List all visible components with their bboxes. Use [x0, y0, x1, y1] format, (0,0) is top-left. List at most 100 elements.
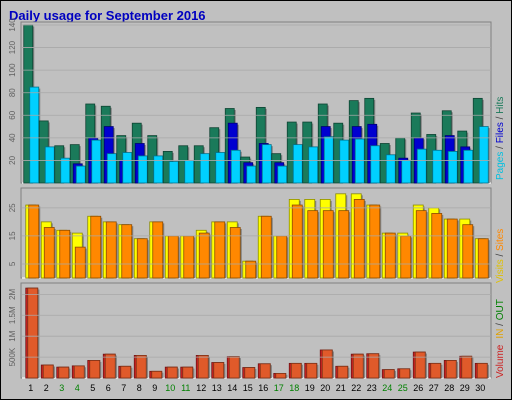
ytick-label: 20: [8, 155, 17, 164]
day-label: 26: [413, 383, 423, 393]
bar-volume: [445, 360, 457, 379]
bar-sites: [167, 235, 179, 279]
day-label: 19: [305, 383, 315, 393]
chart-title: Daily usage for September 2016: [9, 8, 206, 23]
legend-volume: Volume: [495, 344, 506, 378]
bar-sites: [74, 246, 86, 279]
bar-pages: [370, 145, 381, 184]
legend-hits: Hits: [495, 97, 506, 114]
day-label: 5: [90, 383, 95, 393]
ytick-label: 40: [8, 133, 17, 142]
bar-sites: [291, 204, 303, 279]
day-label: 9: [152, 383, 157, 393]
bar-volume: [42, 364, 54, 379]
day-label: 25: [398, 383, 408, 393]
day-label: 17: [274, 383, 284, 393]
bar-volume: [89, 360, 101, 379]
bar-volume: [27, 287, 39, 379]
bar-pages: [432, 149, 443, 184]
day-label: 20: [320, 383, 330, 393]
bar-pages: [447, 150, 458, 184]
legend-top: Pages / Files / Hits: [495, 97, 506, 180]
ytick-label: 1M: [8, 330, 17, 341]
bar-sites: [152, 221, 164, 279]
bar-volume: [73, 365, 85, 379]
bar-sites: [415, 210, 427, 279]
bar-pages: [60, 157, 71, 184]
day-label: 29: [460, 383, 470, 393]
bar-sites: [338, 210, 350, 279]
bar-volume: [414, 351, 426, 379]
bar-pages: [416, 148, 427, 184]
bar-sites: [183, 235, 195, 279]
day-label: 30: [475, 383, 485, 393]
bar-pages: [261, 144, 272, 184]
day-label: 2: [44, 383, 49, 393]
bar-sites: [462, 224, 474, 279]
bar-volume: [58, 366, 70, 379]
bar-pages: [44, 146, 55, 184]
day-label: 12: [196, 383, 206, 393]
bar-volume: [259, 363, 271, 379]
bar-volume: [104, 353, 116, 379]
day-label: 24: [382, 383, 392, 393]
legend-pages: Pages: [495, 152, 506, 180]
bar-volume: [399, 368, 411, 379]
day-label: 14: [227, 383, 237, 393]
bar-volume: [352, 353, 364, 379]
bar-sites: [229, 227, 241, 279]
day-label: 8: [137, 383, 142, 393]
bar-volume: [321, 349, 333, 379]
bar-pages: [323, 136, 334, 184]
bar-volume: [228, 356, 240, 379]
legend-files: Files: [495, 122, 506, 143]
bar-pages: [385, 154, 396, 184]
day-label: 1: [28, 383, 33, 393]
day-label: 27: [429, 383, 439, 393]
day-label: 15: [243, 383, 253, 393]
bar-volume: [120, 365, 132, 379]
bar-pages: [478, 126, 489, 184]
bar-volume: [290, 362, 302, 379]
ytick-label: 1.5M: [8, 306, 17, 324]
day-label: 21: [336, 383, 346, 393]
chart-marks: [23, 24, 490, 379]
bar-volume: [166, 366, 178, 379]
bar-sites: [245, 260, 257, 279]
bar-pages: [168, 161, 179, 184]
bar-volume: [151, 370, 163, 379]
ytick-label: 500K: [8, 347, 17, 366]
bar-sites: [214, 221, 226, 279]
bar-volume: [383, 369, 395, 379]
legend-visits: Visits: [495, 259, 506, 283]
ytick-label: 25: [8, 203, 17, 212]
bar-sites: [105, 221, 117, 279]
bar-pages: [246, 165, 257, 184]
bar-sites: [477, 238, 489, 279]
bar-pages: [29, 86, 40, 184]
bar-pages: [91, 139, 102, 184]
bar-pages: [354, 138, 365, 184]
bar-pages: [463, 149, 474, 184]
bar-sites: [260, 215, 272, 279]
bar-sites: [446, 218, 458, 279]
bar-volume: [213, 362, 225, 379]
ytick-label: 80: [8, 88, 17, 97]
day-label: 3: [59, 383, 64, 393]
bar-pages: [401, 160, 412, 184]
legend-bottom: VolumeIN / OUT: [495, 299, 506, 378]
bar-volume: [306, 362, 318, 379]
bar-sites: [28, 204, 40, 279]
day-label: 16: [258, 383, 268, 393]
day-label: 22: [351, 383, 361, 393]
bar-sites: [198, 232, 210, 279]
bar-sites: [384, 232, 396, 279]
day-label: 6: [106, 383, 111, 393]
bar-pages: [215, 152, 226, 184]
bar-sites: [276, 235, 288, 279]
chart-ticks: 20 40 60 80 100 120 140 5 15 25 500K 1M 1.5M 2M: [8, 18, 491, 366]
legend-in: IN: [495, 329, 506, 339]
ytick-label: 120: [8, 40, 17, 54]
bar-volume: [368, 353, 380, 379]
